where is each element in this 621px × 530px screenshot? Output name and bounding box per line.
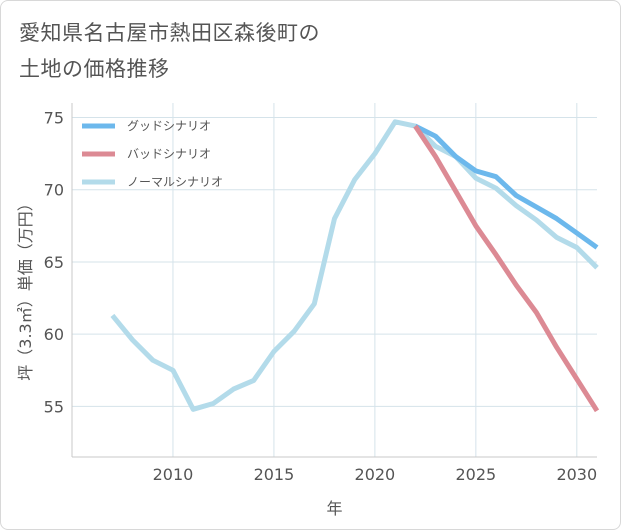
x-tick-label: 2025 [455,465,496,484]
legend-label: ノーマルシナリオ [127,175,223,189]
series-line-1 [414,123,599,250]
chart-title-line-2: 土地の価格推移 [19,57,170,81]
legend-label: グッドシナリオ [127,119,211,133]
x-tick-label: 2030 [556,465,597,484]
y-tick-label: 55 [44,397,64,416]
x-axis-label: 年 [326,499,342,518]
series-lines [110,119,600,413]
y-tick-label: 65 [44,253,64,272]
axes [71,103,597,458]
y-axis-label: 坪（3.3㎡）単価（万円） [16,195,35,380]
tick-labels: 2010 2015 2020 2025 2030 55 60 65 70 75 [44,108,598,484]
y-tick-label: 70 [44,181,64,200]
x-tick-label: 2020 [355,465,396,484]
chart-title-line-1: 愛知県名古屋市熱田区森後町の [19,21,320,45]
grid-lines [72,103,597,457]
y-tick-label: 75 [44,108,64,127]
x-tick-label: 2010 [153,465,194,484]
series-line-3 [110,119,599,412]
series-line-2 [413,124,600,413]
x-tick-label: 2015 [254,465,295,484]
chart-title: 愛知県名古屋市熱田区森後町の 土地の価格推移 [19,15,320,87]
y-tick-label: 60 [44,325,64,344]
legend-label: バッドシナリオ [127,147,211,161]
